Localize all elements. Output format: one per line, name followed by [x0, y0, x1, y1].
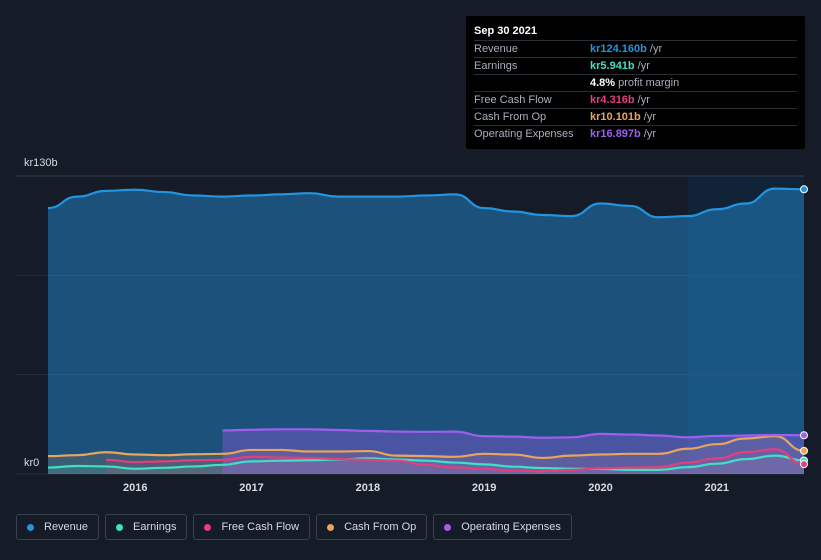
tooltip-row-value: kr16.897b — [590, 128, 641, 140]
tooltip-row-value: kr124.160b — [590, 43, 647, 55]
series-end-markers — [800, 185, 808, 469]
x-tick-label: 2020 — [588, 482, 612, 494]
legend-item-revenue[interactable]: Revenue — [16, 514, 100, 540]
tooltip-row-label: Operating Expenses — [474, 128, 574, 140]
tooltip-row-label: Earnings — [474, 60, 518, 72]
tooltip-row-unit: /yr — [649, 43, 663, 55]
revenue-area — [48, 188, 804, 474]
tooltip-panel: Sep 30 2021 Revenue kr124.160b/yr Earnings… — [466, 16, 805, 149]
x-tick-label: 2018 — [356, 482, 380, 494]
tooltip-row: Revenue kr124.160b/yr — [474, 41, 797, 58]
legend-item-label: Operating Expenses — [461, 521, 561, 533]
legend-item-label: Free Cash Flow — [221, 521, 300, 533]
legend-dot-icon — [116, 523, 124, 531]
tooltip-date: Sep 30 2021 — [474, 22, 797, 41]
legend-dot-icon — [204, 523, 212, 531]
y-axis-label-top: kr130b — [24, 157, 58, 169]
legend-item-operating-expenses[interactable]: Operating Expenses — [433, 514, 572, 540]
tooltip-row: Cash From Op kr10.101b/yr — [474, 109, 797, 126]
series-lines — [47, 187, 805, 473]
legend-item-label: Earnings — [133, 521, 177, 533]
operating-expenses-line — [222, 428, 805, 439]
tooltip-row-unit: /yr — [643, 128, 656, 140]
free-cash-flow-end-point — [800, 460, 808, 469]
highlight-region — [687, 176, 804, 474]
tooltip-row-unit: /yr — [643, 111, 656, 123]
earnings-line — [47, 454, 805, 471]
y-axis-label-bottom: kr0 — [24, 457, 39, 469]
cash-from-op-line — [47, 435, 805, 460]
legend-item-label: Cash From Op — [344, 521, 417, 533]
tooltip-row-label: Cash From Op — [474, 111, 547, 123]
tooltip-row: Free Cash Flow kr4.316b/yr — [474, 92, 797, 109]
tooltip-row: Operating Expenses kr16.897b/yr — [474, 126, 797, 142]
tooltip-row: Earnings kr5.941b/yr — [474, 58, 797, 75]
tooltip-row-label: Revenue — [474, 43, 519, 55]
x-tick-label: 2019 — [472, 482, 496, 494]
tooltip-row-value: kr4.316b — [590, 94, 635, 106]
x-tick-label: 2021 — [705, 482, 729, 494]
operating-expenses-end-point — [800, 431, 808, 440]
tooltip-row-value: kr10.101b — [590, 111, 641, 123]
revenue-end-point — [800, 185, 808, 194]
legend-item-earnings[interactable]: Earnings — [105, 514, 188, 540]
cash-from-op-end-point — [800, 446, 808, 455]
legend-dot-icon — [327, 523, 335, 531]
revenue-line — [47, 187, 805, 219]
chart-legend: Revenue Earnings Free Cash Flow Cash From O… — [16, 514, 578, 542]
free-cash-flow-line — [106, 448, 805, 473]
grid-lines — [16, 175, 804, 475]
legend-item-cash-from-op[interactable]: Cash From Op — [316, 514, 428, 540]
legend-dot-icon — [444, 523, 452, 531]
legend-item-free-cash-flow[interactable]: Free Cash Flow — [193, 514, 311, 540]
tooltip-rows: Revenue kr124.160b/yr Earnings kr5.941b/yr 4… — [474, 41, 797, 142]
tooltip-row-unit: /yr — [637, 60, 650, 72]
tooltip-row-label: Free Cash Flow — [474, 94, 552, 106]
tooltip-row-value: kr5.941b — [590, 60, 635, 72]
tooltip-row: 4.8% profit margin — [474, 75, 797, 92]
legend-item-label: Revenue — [44, 521, 89, 533]
x-tick-label: 2017 — [239, 482, 263, 494]
tooltip-row-value: 4.8% — [590, 77, 616, 89]
x-tick-label: 2016 — [123, 482, 147, 494]
tooltip-row-unit: profit margin — [618, 77, 680, 89]
tooltip-row-label — [474, 75, 590, 91]
tooltip-row-unit: /yr — [637, 94, 650, 106]
legend-dot-icon — [27, 523, 34, 531]
x-axis-tick-labels: 2016 2017 2018 2019 2020 2021 — [123, 482, 729, 494]
cash-from-op-area — [48, 436, 804, 474]
operating-expenses-area — [222, 429, 804, 474]
